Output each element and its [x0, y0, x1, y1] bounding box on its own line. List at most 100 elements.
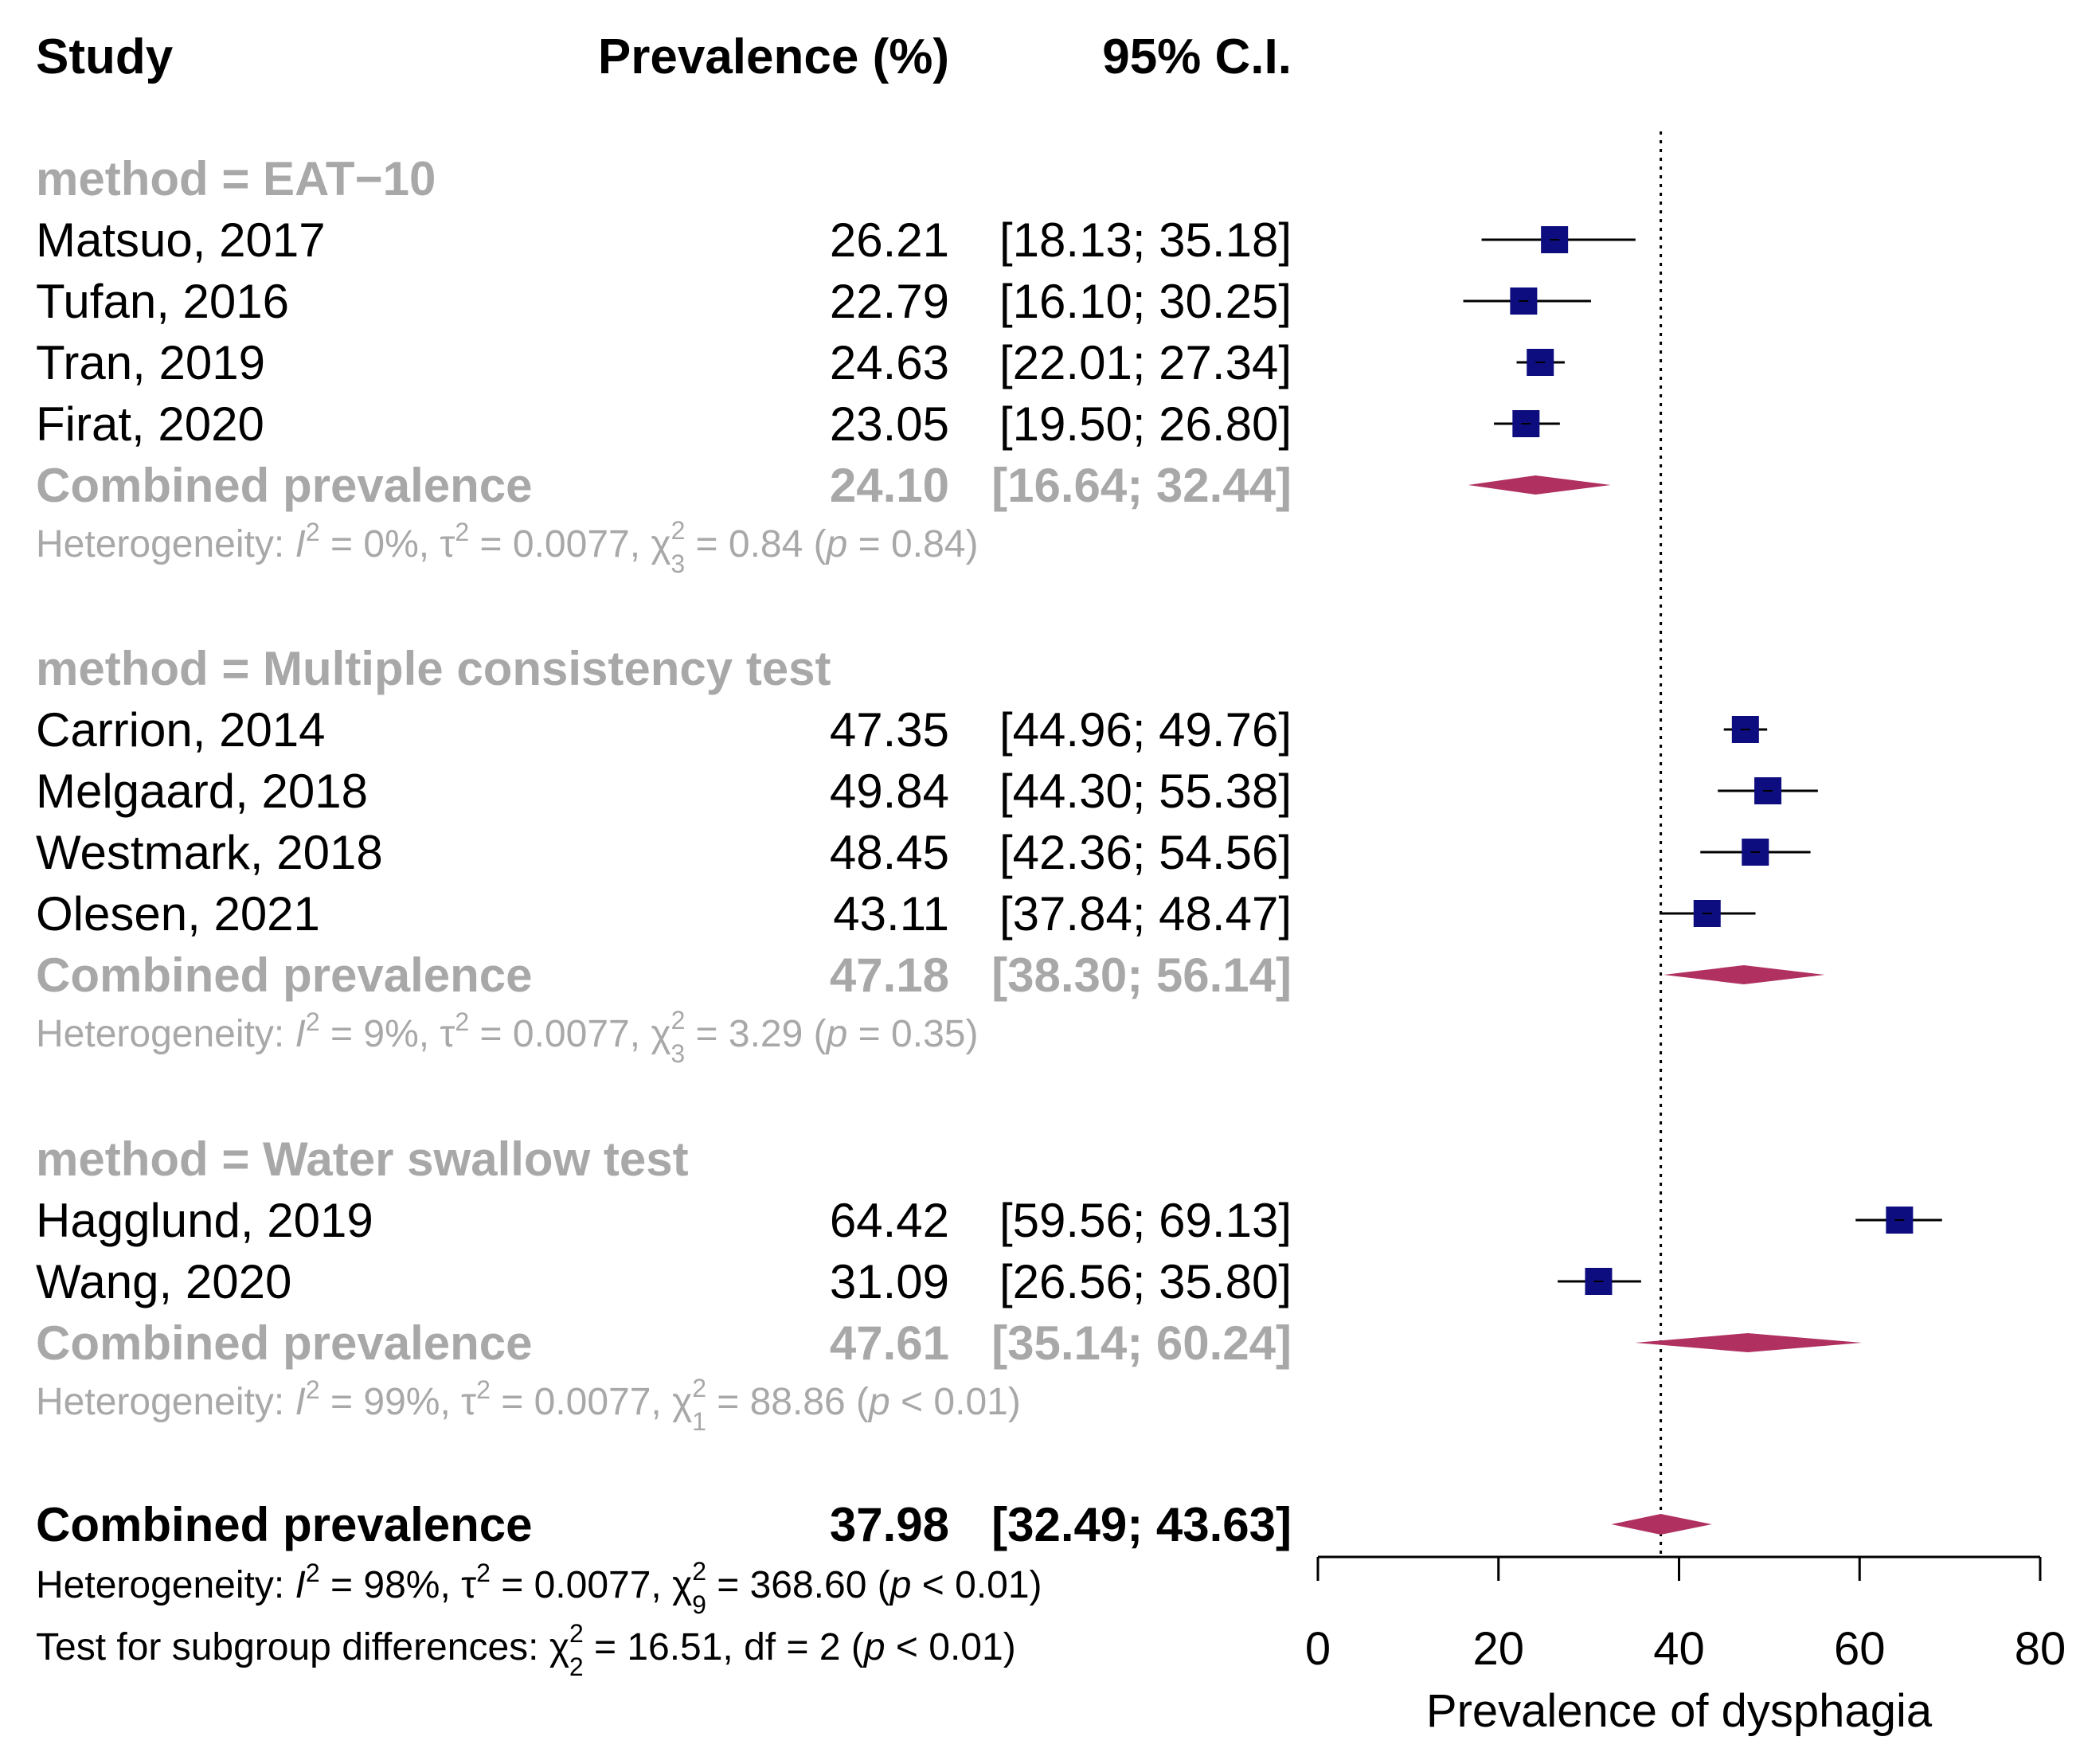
study-estimate: 22.79 — [830, 275, 949, 328]
het-i-symbol: I — [295, 1564, 306, 1606]
x-tick-label: 60 — [1834, 1623, 1886, 1675]
study-ci: [22.01; 27.34] — [999, 336, 1292, 389]
x-tick-label: 80 — [2015, 1623, 2066, 1675]
header-study: Study — [36, 29, 174, 84]
study-name: Melgaard, 2018 — [36, 765, 368, 818]
het-chi-df: 3 — [670, 1039, 685, 1068]
het-tau-value: = 0.0077, — [469, 1013, 651, 1055]
het-chi-value: = 368.60 ( — [706, 1564, 890, 1606]
het-tau-sup: 2 — [455, 1007, 469, 1036]
het-chi-df: 2 — [569, 1653, 584, 1681]
het-p-symbol: p — [825, 523, 848, 565]
study-ci: [44.96; 49.76] — [999, 703, 1292, 757]
overall-estimate: 37.98 — [830, 1498, 949, 1551]
het-i-symbol: I — [295, 1013, 306, 1055]
het-i-value: = 99%, — [320, 1381, 461, 1423]
het-chi-sup: 2 — [671, 1006, 686, 1035]
het-i-value: = 98%, — [320, 1564, 461, 1606]
study-ci: [42.36; 54.56] — [999, 826, 1292, 879]
group-label: method = Water swallow test — [36, 1132, 689, 1186]
het-chi-value: = 3.29 ( — [685, 1013, 826, 1055]
het-chi-df: 1 — [692, 1407, 706, 1436]
study-name: Hagglund, 2019 — [36, 1194, 373, 1247]
het-tau-sup: 2 — [476, 1559, 491, 1587]
het-tau-value: = 0.0077, — [469, 523, 651, 565]
study-estimate: 47.35 — [830, 703, 949, 757]
het-chi-symbol: χ — [549, 1626, 569, 1668]
het-i-sup: 2 — [306, 1007, 320, 1036]
het-p-symbol: p — [825, 1013, 848, 1055]
het-p-symbol: p — [862, 1626, 886, 1668]
het-chi-sup: 2 — [692, 1374, 706, 1402]
overall-diamond — [1611, 1514, 1712, 1535]
study-ci: [26.56; 35.80] — [999, 1255, 1292, 1308]
het-tau-symbol: τ — [461, 1381, 476, 1423]
study-name: Firat, 2020 — [36, 397, 264, 451]
combined-ci: [38.30; 56.14] — [991, 948, 1292, 1002]
study-name: Westmark, 2018 — [36, 826, 383, 879]
het-prefix: Test for subgroup differences: — [36, 1626, 549, 1668]
study-estimate: 48.45 — [830, 826, 949, 879]
subgroup-diamond — [1635, 1333, 1862, 1352]
study-name: Matsuo, 2017 — [36, 213, 326, 267]
study-name: Wang, 2020 — [36, 1255, 291, 1308]
study-name: Carrion, 2014 — [36, 703, 326, 757]
group-label: method = EAT−10 — [36, 152, 436, 205]
header-prevalence: Prevalence (%) — [598, 29, 949, 84]
het-p-value: < 0.01) — [886, 1626, 1016, 1668]
study-ci: [59.56; 69.13] — [999, 1194, 1292, 1247]
subgroup-test-text: Test for subgroup differences: χ2 2 = 16.… — [36, 1619, 1016, 1681]
het-p-symbol: p — [867, 1381, 890, 1423]
het-p-value: < 0.01) — [911, 1564, 1042, 1606]
study-ci: [44.30; 55.38] — [999, 765, 1292, 818]
study-estimate: 31.09 — [830, 1255, 949, 1308]
het-i-value: = 9%, — [320, 1013, 440, 1055]
combined-estimate: 47.61 — [830, 1316, 949, 1370]
study-estimate: 23.05 — [830, 397, 949, 451]
combined-ci: [35.14; 60.24] — [991, 1316, 1292, 1370]
het-i-sup: 2 — [306, 1375, 320, 1404]
het-tau-value: = 0.0077, — [491, 1564, 672, 1606]
het-prefix: Heterogeneity: — [36, 1564, 295, 1606]
x-tick-label: 40 — [1653, 1623, 1705, 1675]
heterogeneity-text: Heterogeneity: I2 = 0%, τ2 = 0.0077, χ2 3… — [36, 516, 978, 578]
het-chi-value: = 0.84 ( — [685, 523, 826, 565]
het-chi-value: = 88.86 ( — [706, 1381, 869, 1423]
header-ci: 95% C.I. — [1102, 29, 1292, 84]
het-p-value: < 0.01) — [890, 1381, 1021, 1423]
heterogeneity-text: Heterogeneity: I2 = 9%, τ2 = 0.0077, χ2 3… — [36, 1006, 978, 1068]
het-i-value: = 0%, — [320, 523, 440, 565]
x-tick-label: 0 — [1305, 1623, 1331, 1675]
study-estimate: 49.84 — [830, 765, 949, 818]
het-tau-sup: 2 — [455, 518, 469, 546]
combined-label: Combined prevalence — [36, 948, 533, 1002]
study-estimate: 26.21 — [830, 213, 949, 267]
het-chi-symbol: χ — [672, 1564, 692, 1606]
het-p-value: = 0.35) — [847, 1013, 978, 1055]
het-chi-sup: 2 — [569, 1619, 584, 1648]
het-i-sup: 2 — [306, 518, 320, 546]
combined-ci: [16.64; 32.44] — [991, 459, 1292, 512]
het-prefix: Heterogeneity: — [36, 1381, 295, 1423]
combined-label: Combined prevalence — [36, 459, 533, 512]
het-tau-symbol: τ — [461, 1564, 476, 1606]
overall-combined-label: Combined prevalence — [36, 1498, 533, 1551]
study-estimate: 24.63 — [830, 336, 949, 389]
het-prefix: Heterogeneity: — [36, 523, 295, 565]
het-chi-df: 3 — [670, 550, 685, 578]
overall-ci: [32.49; 43.63] — [991, 1498, 1292, 1551]
combined-label: Combined prevalence — [36, 1316, 533, 1370]
het-chi-df: 9 — [692, 1590, 706, 1619]
subgroup-diamond — [1664, 965, 1825, 984]
het-prefix: Heterogeneity: — [36, 1013, 295, 1055]
het-p-symbol: p — [889, 1564, 912, 1606]
overall-heterogeneity-text: Heterogeneity: I2 = 98%, τ2 = 0.0077, χ2… — [36, 1557, 1042, 1619]
study-name: Tufan, 2016 — [36, 275, 289, 328]
het-i-symbol: I — [295, 1381, 306, 1423]
study-name: Olesen, 2021 — [36, 887, 320, 941]
x-tick-label: 20 — [1472, 1623, 1524, 1675]
group-label: method = Multiple consistency test — [36, 642, 831, 695]
het-tau-value: = 0.0077, — [491, 1381, 672, 1423]
combined-estimate: 24.10 — [830, 459, 949, 512]
